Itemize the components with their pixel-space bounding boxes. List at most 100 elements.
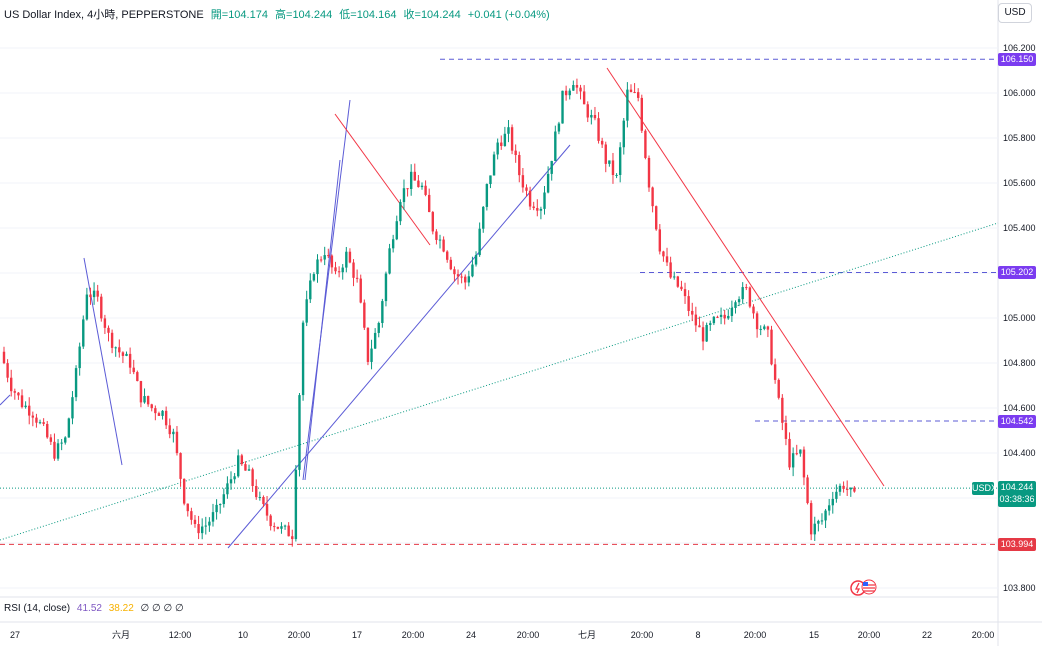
price-tick-label: 104.800: [1003, 358, 1036, 368]
candle-body: [352, 262, 355, 278]
price-tick-label: 105.000: [1003, 313, 1036, 323]
candle-body: [546, 173, 550, 193]
candle-body: [777, 379, 780, 398]
candle-body: [719, 314, 723, 317]
time-tick-label: 六月: [112, 629, 130, 640]
time-tick-label: 20:00: [288, 630, 311, 640]
time-tick-label: 8: [695, 630, 700, 640]
candle-body: [31, 415, 35, 418]
level-tag-top[interactable]: 106.150: [998, 53, 1036, 66]
time-tick-label: 12:00: [169, 630, 192, 640]
price-tick-label: 104.600: [1003, 403, 1036, 413]
time-tick-label: 七月: [578, 630, 596, 640]
candle-body: [676, 276, 680, 287]
candle-body: [572, 84, 575, 91]
level-tag-low[interactable]: 104.542: [998, 415, 1036, 428]
time-tick-label: 17: [352, 630, 362, 640]
support-tag[interactable]: 103.994: [998, 538, 1036, 551]
candle-body: [402, 188, 406, 203]
trend-drawings: [0, 58, 999, 549]
level-tag-mid[interactable]: 105.202: [998, 266, 1036, 279]
candle-body: [496, 142, 499, 155]
symbol-title[interactable]: US Dollar Index, 4小時, PEPPERSTONE: [4, 9, 204, 21]
candle-body: [528, 190, 532, 207]
time-tick-label: 20:00: [517, 630, 540, 640]
candle-body: [651, 187, 654, 207]
rsi-extra-values: ∅ ∅ ∅ ∅: [140, 603, 184, 614]
candle-body: [312, 274, 316, 281]
candle-body: [669, 262, 672, 278]
candle-body: [849, 487, 852, 490]
ascending-trendline: [227, 144, 571, 549]
candle-body: [20, 395, 24, 408]
candle-body: [799, 449, 802, 454]
candle-body: [53, 441, 56, 459]
candle-body: [319, 259, 323, 261]
events-icon[interactable]: [850, 579, 878, 597]
candle-body: [89, 294, 92, 298]
candle-body: [35, 417, 38, 423]
candle-body: [82, 319, 85, 347]
candle-body: [734, 302, 737, 308]
ohlc-high: 高=104.244: [275, 9, 333, 21]
candle-body: [121, 352, 125, 356]
candle-body: [269, 515, 272, 527]
candle-body: [110, 332, 114, 348]
candle-body: [128, 353, 132, 368]
candle-body: [582, 91, 586, 105]
rsi-legend[interactable]: RSI (14, close) 41.52 38.22 ∅ ∅ ∅ ∅: [4, 603, 184, 614]
time-tick-label: 20:00: [402, 630, 425, 640]
candle-body: [683, 289, 687, 297]
candle-body: [406, 188, 409, 190]
candle-body: [341, 267, 344, 273]
candle-body: [622, 120, 625, 148]
candle-body: [514, 150, 517, 156]
candle-body: [492, 154, 496, 176]
candle-body: [438, 239, 442, 241]
candle-body: [431, 212, 435, 232]
candle-body: [518, 155, 521, 176]
price-tick-label: 104.400: [1003, 448, 1036, 458]
candle-body: [626, 89, 629, 121]
candle-body: [673, 276, 676, 278]
time-tick-label: 27: [10, 630, 20, 640]
candle-body: [435, 231, 438, 240]
candle-body: [355, 277, 359, 279]
candle-body: [67, 418, 71, 438]
candle-body: [593, 115, 597, 119]
time-tick-label: 22: [922, 630, 932, 640]
candle-body: [204, 525, 207, 527]
candle-body: [806, 477, 809, 504]
candle-body: [172, 431, 175, 435]
candle-body: [287, 525, 290, 537]
candle-body: [229, 479, 233, 484]
candle-body: [114, 347, 117, 349]
candle-body: [38, 422, 42, 424]
candle-body: [636, 92, 640, 98]
candle-body: [161, 410, 164, 416]
candle-body: [10, 377, 13, 392]
candle-body: [568, 90, 571, 96]
candle-body: [482, 206, 485, 229]
candle-body: [446, 251, 449, 260]
candle-body: [474, 255, 478, 265]
rsi-label: RSI (14, close): [4, 603, 71, 614]
candle-body: [536, 208, 539, 211]
currency-button[interactable]: USD: [998, 3, 1032, 23]
candle-body: [391, 239, 395, 249]
candle-body: [49, 437, 53, 442]
candle-body: [2, 351, 6, 364]
candle-body: [211, 512, 215, 522]
ohlc-open: 開=104.174: [210, 9, 268, 21]
candle-body: [737, 299, 741, 303]
candle-body: [215, 504, 218, 513]
candle-body: [301, 322, 305, 396]
candle-body: [46, 423, 49, 438]
candle-body: [359, 278, 362, 303]
candle-body: [532, 206, 535, 209]
candle-body: [85, 294, 89, 320]
candle-body: [835, 491, 838, 499]
candle-body: [74, 368, 78, 398]
candle-body: [453, 269, 456, 275]
